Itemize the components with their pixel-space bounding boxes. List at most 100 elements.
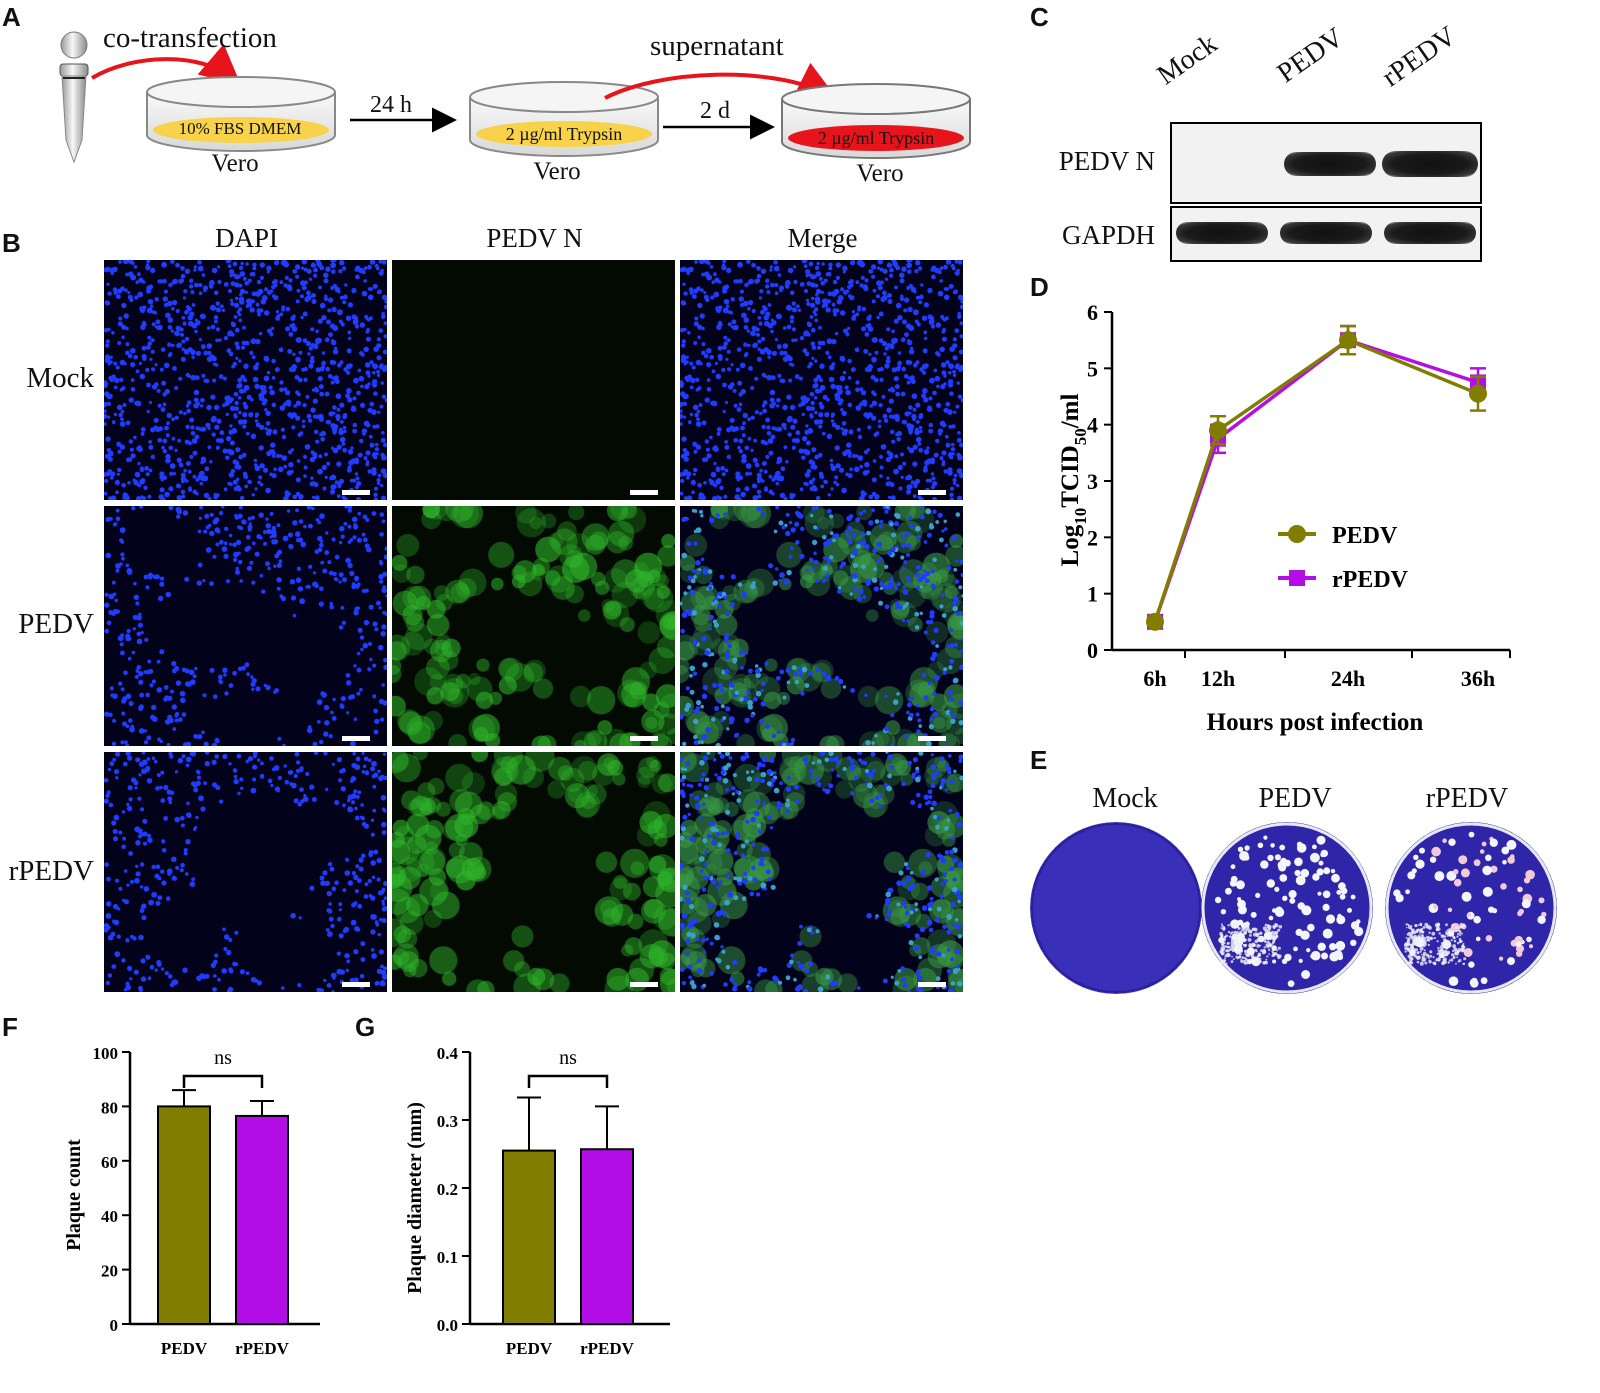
scale-bar [630, 490, 658, 495]
row-label-rpedv: rPEDV [8, 855, 94, 887]
plate-pedv [1201, 822, 1373, 994]
scale-bar [918, 982, 946, 987]
scale-bar [342, 982, 370, 987]
column-label-pedv-n: PEDV N [486, 223, 583, 253]
micrograph-pedv-merge [680, 506, 963, 746]
dish-3-label: Vero [856, 160, 904, 187]
chart-d-xtick: 12h [1201, 666, 1235, 691]
data-point [1209, 421, 1227, 440]
data-point [1469, 384, 1487, 403]
significance-bracket [182, 1074, 264, 1088]
ytick-label: 100 [93, 1044, 119, 1063]
dish-1-label: Vero [211, 150, 259, 177]
ytick-label: 80 [101, 1098, 118, 1117]
series-line-pedv [1153, 338, 1479, 623]
chart-g-ylabel: Plaque diameter (mm) [404, 1102, 426, 1294]
scale-bar [918, 736, 946, 741]
blot-gapdh [1170, 206, 1482, 262]
band-gapdh-mock [1176, 222, 1268, 244]
plate-rpedv [1385, 822, 1557, 994]
significance-bracket [527, 1074, 609, 1088]
supernatant-label: supernatant [650, 30, 784, 62]
panel-letter-b: B [2, 228, 21, 258]
column-label-merge: Merge [787, 223, 858, 253]
ytick-label: 0.1 [437, 1248, 458, 1267]
legend-label-rpedv: rPEDV [1332, 567, 1409, 593]
chart-d-xtick: 24h [1331, 666, 1365, 691]
micrograph-pedv-dapi [104, 506, 387, 746]
ytick-label: 0.4 [437, 1044, 459, 1063]
scale-bar [630, 736, 658, 741]
band-gapdh-pedv [1280, 222, 1372, 244]
ytick-label: 0.3 [437, 1112, 458, 1131]
micrograph-mock-dapi [104, 260, 387, 500]
chart-d-ytick: 5 [1087, 356, 1098, 381]
dish-2-label: Vero [533, 158, 581, 185]
panel-letter-g: G [355, 1012, 376, 1042]
legend-label-pedv: PEDV [1332, 523, 1398, 549]
band-gapdh-rpedv [1384, 222, 1476, 244]
series-rpedv [1147, 324, 1486, 630]
legend-marker-rpedv [1289, 570, 1305, 586]
plate-label-rpedv: rPEDV [1425, 783, 1509, 814]
arrow-2-label: 2 d [700, 98, 730, 124]
lane-label-mock: Mock [1151, 28, 1223, 92]
plate-label-pedv: PEDV [1258, 783, 1332, 814]
dish-2-medium: 2 µg/ml Trypsin [505, 124, 623, 144]
series-pedv [1146, 324, 1487, 631]
dish-1 [146, 76, 336, 152]
ytick-label: 0.2 [437, 1180, 458, 1199]
micrograph-rpedv-merge [680, 752, 963, 992]
micrograph-rpedv-dapi [104, 752, 387, 992]
workflow-diagram [59, 31, 971, 164]
chart-d-xtick: 6h [1143, 666, 1166, 691]
chart-d-ytick: 3 [1087, 469, 1098, 494]
plate-label-mock: Mock [1092, 783, 1158, 814]
bar-pedv [502, 1149, 556, 1325]
significance-label: ns [559, 1047, 577, 1069]
micrograph-rpedv-pedv-n [392, 752, 675, 992]
plate-mock [1030, 822, 1202, 994]
ytick-label: 40 [101, 1207, 118, 1226]
blot-pedv-n [1170, 122, 1482, 204]
xtick-label-pedv: PEDV [161, 1339, 208, 1358]
ytick-label: 60 [101, 1153, 118, 1172]
micrograph-mock-pedv-n [392, 260, 675, 500]
blot-label-gapdh: GAPDH [1061, 220, 1155, 250]
column-label-dapi: DAPI [214, 223, 278, 253]
micrograph-mock-merge [680, 260, 963, 500]
tube-icon [59, 31, 89, 164]
row-label-mock: Mock [26, 362, 94, 394]
data-point [1339, 331, 1357, 350]
bar-rpedv [580, 1148, 634, 1325]
scale-bar [918, 490, 946, 495]
blot-label-pedv-n: PEDV N [1058, 146, 1155, 176]
chart-d-ytick: 4 [1087, 413, 1098, 438]
lane-label-rpedv: rPEDV [1376, 20, 1462, 94]
arrow-1-label: 24 h [370, 92, 412, 118]
chart-d-ylabel: Log10TCID50/ml [1057, 393, 1090, 566]
xtick-label-rpedv: rPEDV [580, 1339, 635, 1358]
legend-marker-pedv [1288, 525, 1306, 543]
scale-bar [630, 982, 658, 987]
dish-3-medium: 2 µg/ml Trypsin [817, 128, 935, 148]
band-pedv-n-rpedv [1382, 151, 1478, 177]
band-pedv-n-pedv [1284, 152, 1376, 176]
chart-plaque-diameter: 0.0 0.1 0.2 0.3 0.4 PEDV rPEDV ns Plaque diamet… [404, 1044, 670, 1358]
chart-d-ytick: 2 [1087, 525, 1098, 550]
scale-bar [342, 736, 370, 741]
panel-letter-c: C [1030, 2, 1049, 32]
dish-1-medium: 10% FBS DMEM [178, 119, 302, 138]
panel-letter-e: E [1030, 745, 1048, 775]
panel-letter-d: D [1030, 272, 1049, 302]
ytick-label: 0 [110, 1316, 119, 1335]
chart-d-legend: PEDV rPEDV [1278, 523, 1409, 593]
bar-pedv [157, 1105, 211, 1326]
chart-d-ytick: 6 [1087, 300, 1098, 325]
row-label-pedv: PEDV [18, 608, 94, 640]
chart-f-ylabel: Plaque count [63, 1139, 85, 1251]
chart-plaque-count: 0 20 40 60 80 100 PEDV rPEDV ns Plaque count [63, 1044, 320, 1358]
data-point [1146, 612, 1164, 631]
ytick-label: 20 [101, 1262, 118, 1281]
